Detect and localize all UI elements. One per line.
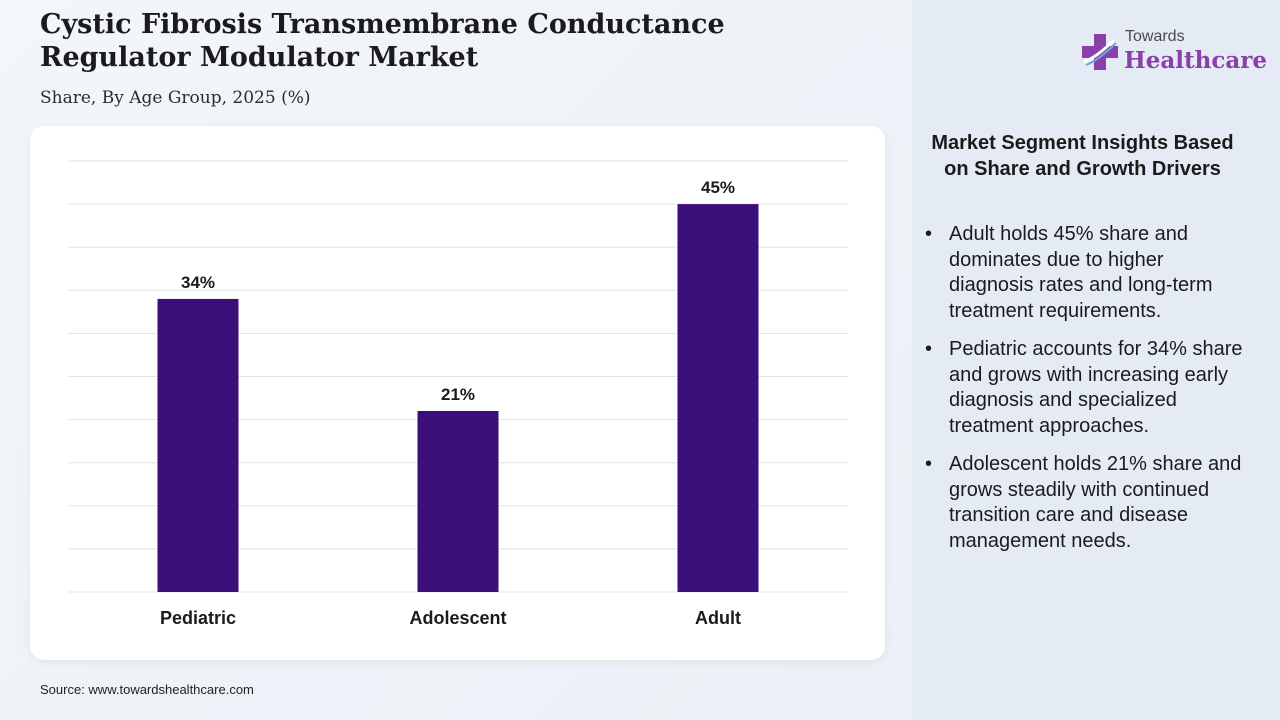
insight-item: • Adolescent holds 21% share and grows s… (925, 452, 1245, 554)
insights-title: Market Segment Insights Based on Share a… (931, 132, 1234, 180)
logo: Towards Healthcare (1080, 28, 1267, 78)
bar-chart: 34% Pediatric 21% Adolescent 45% Adult (68, 160, 848, 628)
chart-subtitle: Share, By Age Group, 2025 (%) (40, 88, 311, 108)
logo-text-big: Healthcare (1124, 47, 1268, 74)
insight-text: Adolescent holds 21% share and grows ste… (949, 453, 1242, 552)
bar-adult (677, 204, 759, 592)
x-tick-label: Adult (695, 608, 741, 628)
logo-text-small: Towards (1125, 28, 1185, 45)
x-tick-label: Adolescent (409, 608, 506, 628)
bullet-icon: • (925, 223, 933, 245)
x-tick-label: Pediatric (160, 608, 236, 628)
data-label: 45% (701, 178, 735, 197)
insight-item: • Pediatric accounts for 34% share and g… (925, 337, 1245, 439)
logo-cross-icon (1082, 34, 1118, 70)
bar-pediatric (157, 298, 239, 592)
data-label: 34% (181, 273, 215, 292)
bullet-icon: • (925, 453, 933, 475)
bar-adolescent (417, 410, 499, 592)
insight-text: Adult holds 45% share and dominates due … (949, 223, 1213, 322)
chart-title: Cystic Fibrosis Transmembrane Conductanc… (40, 9, 725, 73)
source-note: Source: www.towardshealthcare.com (40, 682, 254, 697)
insights-panel (912, 0, 1280, 720)
bullet-icon: • (925, 338, 933, 360)
chart-card: 34% Pediatric 21% Adolescent 45% Adult (30, 126, 885, 660)
insight-item: • Adult holds 45% share and dominates du… (925, 222, 1245, 324)
insights-list: • Adult holds 45% share and dominates du… (925, 222, 1245, 567)
data-label: 21% (441, 385, 475, 404)
insight-text: Pediatric accounts for 34% share and gro… (949, 338, 1243, 437)
